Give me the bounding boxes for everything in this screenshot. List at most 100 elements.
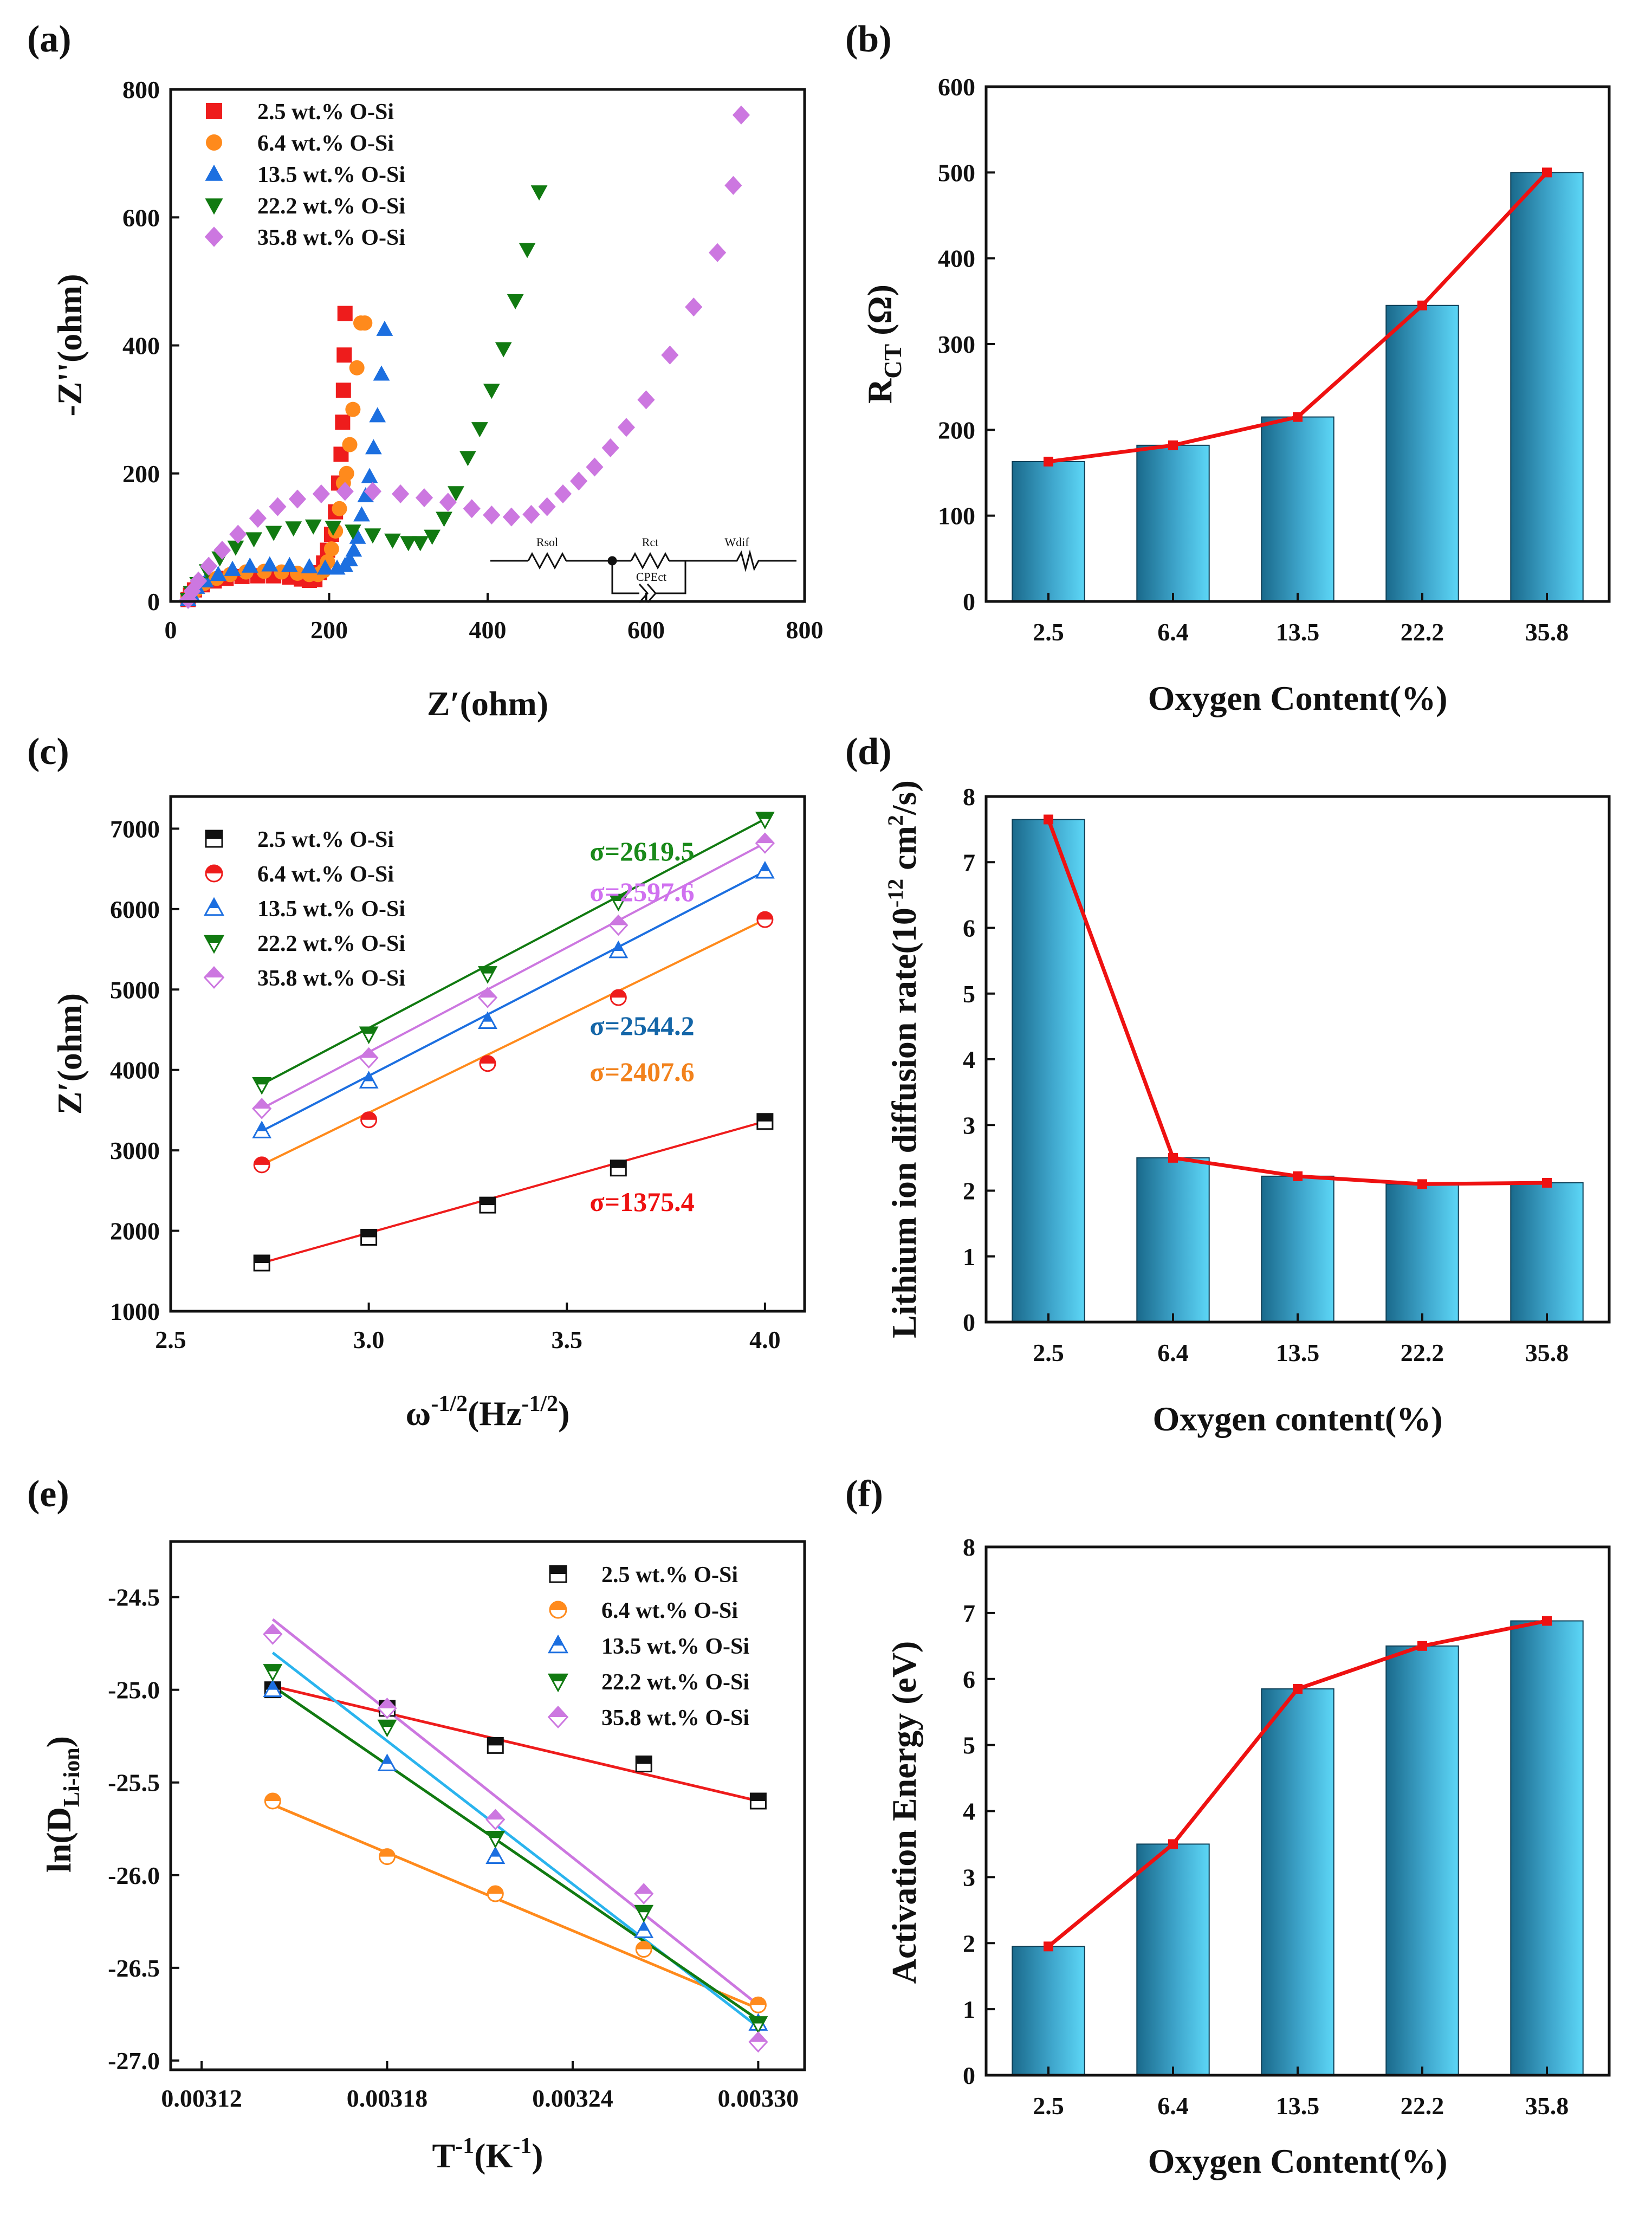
- panel-a-point-shape: [424, 529, 441, 545]
- panel-c-point-fill: [757, 1113, 773, 1122]
- panel-a-point: [285, 521, 302, 537]
- panel-b-bar: [1012, 461, 1085, 603]
- panel-a-point-shape: [586, 457, 604, 477]
- panel-e-plot: [263, 1618, 768, 2053]
- panel-a-point: [288, 489, 307, 509]
- panel-a-point: [213, 541, 231, 560]
- panel-e-point: [379, 1848, 396, 1866]
- panel-f-bar: [1385, 1645, 1459, 2076]
- panel-a-point: [424, 529, 441, 545]
- panel-e-legend-label: 22.2 wt.% O-Si: [601, 1670, 749, 1695]
- panel-a-point: [459, 451, 476, 467]
- panel-a-point: [357, 315, 373, 331]
- panel-c-point: [610, 1160, 627, 1177]
- panel-a-point: [732, 105, 750, 125]
- panel-a-point-shape: [530, 185, 548, 201]
- panel-b-xtick-label: 35.8: [1525, 618, 1569, 646]
- panel-a-point: [507, 294, 524, 309]
- panel-e-point-fill: [749, 2017, 767, 2024]
- panel-a-point: [301, 558, 318, 574]
- panel-a-point-shape: [183, 581, 201, 601]
- panel-d-xlabel: Oxygen content(%): [1152, 1400, 1442, 1438]
- panel-a-point-shape: [471, 422, 488, 438]
- panel-f-trend-point: [1044, 1941, 1053, 1952]
- panel-e-point: [634, 1905, 654, 1923]
- panel-e-legend-marker-fill: [550, 1602, 566, 1610]
- panel-f-ytick-label: 0: [963, 2062, 975, 2089]
- panel-b-bar: [1136, 444, 1210, 602]
- panel-c-ytick-label: 5000: [110, 976, 160, 1003]
- panel-c-point-fill: [611, 1160, 626, 1168]
- panel-a-point: [200, 556, 218, 576]
- panel-a-point-shape: [732, 105, 750, 125]
- panel-f-plot: [1012, 1616, 1584, 2076]
- panel-a-point: [495, 342, 512, 358]
- panel-a-point-shape: [495, 342, 512, 358]
- panel-c-point-fill: [253, 1122, 270, 1131]
- panel-a-point: [519, 243, 536, 258]
- panel-a-xtick-label: 400: [469, 616, 507, 644]
- panel-a-point-shape: [224, 560, 241, 576]
- panel-a-point: [353, 506, 370, 522]
- panel-a-point: [685, 297, 703, 317]
- panel-d-bar: [1510, 1182, 1584, 1323]
- panel-a-point-shape: [333, 446, 349, 462]
- panel-a-legend-marker-shape: [206, 103, 222, 119]
- panel-c-fit-line: [261, 1120, 766, 1264]
- panel-d-xtick-label: 35.8: [1525, 1339, 1569, 1366]
- panel-b-xlabel: Oxygen Content(%): [1148, 679, 1448, 717]
- panel-a-point: [439, 493, 457, 512]
- panel-c-legend-label: 35.8 wt.% O-Si: [257, 966, 405, 991]
- panel-e-ylabel: ln(DLi-ion): [40, 1736, 85, 1873]
- panel-a-point: [229, 524, 247, 544]
- panel-a-point-shape: [245, 532, 262, 548]
- panel-b-ytick-label: 100: [938, 502, 975, 530]
- panel-c-ylabel: Z′(ohm): [50, 993, 89, 1115]
- panel-b: 2.5 6.4 13.5 22.2 35.8 0 100 200 300 400 500 600 Ox…: [860, 73, 1611, 717]
- panel-a-point-shape: [459, 451, 476, 467]
- panel-c-point: [755, 860, 775, 879]
- circuit-wire: [611, 561, 639, 594]
- panel-a-point-shape: [336, 347, 352, 363]
- panel-d: 2.5 6.4 13.5 22.2 35.8 0 1 2 3 4 5 6 7 8 Oxygen conte…: [883, 780, 1611, 1438]
- panel-a-point-shape: [345, 541, 362, 557]
- panel-e-point-fill: [487, 1831, 504, 1838]
- rct-resistor: [630, 552, 670, 570]
- panel-a-point: [709, 243, 727, 262]
- panel-e-point-fill: [379, 1755, 396, 1764]
- panel-a-point: [448, 486, 464, 502]
- panel-c-point-fill: [253, 1078, 270, 1085]
- panel-a-point-shape: [335, 414, 351, 430]
- panel-a-point-shape: [305, 519, 322, 535]
- panel-c-point-fill: [756, 833, 774, 844]
- panel-c-point: [360, 1228, 378, 1246]
- panel-c: 2.5 3.0 3.5 4.0 1000 2000 3000 4000 5000 6000 7000…: [50, 795, 806, 1433]
- panel-e-point: [264, 1792, 281, 1810]
- panel-a-point-shape: [281, 556, 298, 572]
- panel-label-a: (a): [27, 18, 72, 60]
- panel-e-point: [377, 1698, 397, 1719]
- panel-e-legend-label: 35.8 wt.% O-Si: [601, 1706, 749, 1731]
- panel-e-point: [263, 1664, 283, 1682]
- panel-e-point-fill: [635, 1906, 652, 1913]
- panel-a-point-shape: [325, 521, 342, 536]
- panel-a-legend-label: 2.5 wt.% O-Si: [257, 100, 394, 125]
- panel-a-point-shape: [661, 345, 679, 365]
- panel-c-point-fill: [757, 912, 773, 920]
- panel-a-point: [336, 347, 352, 363]
- panel-f-ytick-label: 2: [963, 1929, 975, 1957]
- panel-a-point-shape: [213, 541, 231, 560]
- panel-e-legend-marker-fill: [548, 1707, 568, 1717]
- panel-label-f: (f): [845, 1473, 883, 1515]
- panel-a-xtick-label: 0: [165, 616, 177, 644]
- panel-a-point-shape: [337, 306, 353, 321]
- panel-a-ylabel: -Z''(ohm): [50, 274, 89, 416]
- panel-a-point-shape: [365, 439, 382, 455]
- panel-c-ticks: 2.5 3.0 3.5 4.0 1000 2000 3000 4000 5000 6000 7000: [110, 815, 781, 1353]
- panel-d-bar: [1136, 1157, 1210, 1323]
- panel-a-point-shape: [448, 486, 464, 502]
- panel-a-plot: [179, 105, 750, 609]
- panel-a-point-shape: [345, 401, 361, 417]
- panel-a-legend-label: 13.5 wt.% O-Si: [257, 163, 405, 187]
- panel-c-point-fill: [611, 990, 626, 998]
